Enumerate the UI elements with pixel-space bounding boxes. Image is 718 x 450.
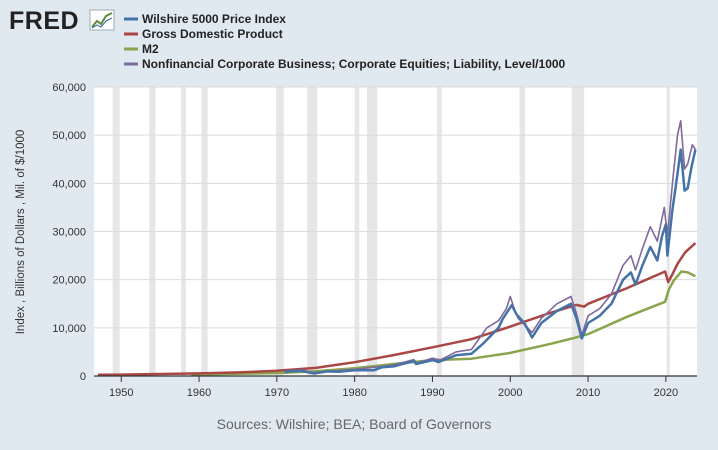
fred-logo[interactable]: FRED bbox=[9, 7, 115, 35]
source-note: Sources: Wilshire; BEA; Board of Governo… bbox=[217, 416, 492, 432]
y-tick-label: 10,000 bbox=[52, 323, 86, 335]
y-tick-label: 0 bbox=[80, 371, 86, 383]
x-axis: 1950 1960 1970 1980 1990 2000 2010 2020 bbox=[94, 375, 697, 399]
fred-logo-text: FRED bbox=[9, 7, 79, 35]
y-tick-label: 40,000 bbox=[52, 178, 86, 190]
y-tick-label: 60,000 bbox=[52, 82, 86, 94]
x-tick-label: 1980 bbox=[342, 387, 366, 399]
y-tick-label: 20,000 bbox=[52, 275, 86, 287]
x-tick-label: 1960 bbox=[187, 387, 211, 399]
legend-label-3[interactable]: Nonfinancial Corporate Business; Corpora… bbox=[142, 57, 566, 71]
x-tick-label: 1990 bbox=[420, 387, 444, 399]
legend-label-2[interactable]: M2 bbox=[142, 42, 159, 56]
series-line-2[interactable] bbox=[191, 270, 696, 376]
y-axis: 0 10,000 20,000 30,000 40,000 50,000 60,000 bbox=[52, 82, 86, 383]
y-tick-label: 30,000 bbox=[52, 227, 86, 239]
trend-line-icon bbox=[89, 9, 115, 31]
x-tick-label: 2010 bbox=[576, 387, 600, 399]
y-gridlines bbox=[94, 86, 697, 329]
y-axis-label: Index , Billions of Dollars , Mil. of $/… bbox=[15, 130, 27, 335]
x-tick-label: 1970 bbox=[265, 387, 289, 399]
series-lines bbox=[97, 119, 697, 377]
x-tick-label: 1950 bbox=[109, 387, 133, 399]
x-tick-label: 2020 bbox=[654, 387, 678, 399]
legend-label-1[interactable]: Gross Domestic Product bbox=[142, 27, 283, 41]
y-tick-label: 50,000 bbox=[52, 130, 86, 142]
series-line-1[interactable] bbox=[97, 242, 697, 377]
series-line-0[interactable] bbox=[284, 148, 697, 375]
x-tick-label: 2000 bbox=[498, 387, 522, 399]
legend-label-0[interactable]: Wilshire 5000 Price Index bbox=[142, 12, 286, 26]
